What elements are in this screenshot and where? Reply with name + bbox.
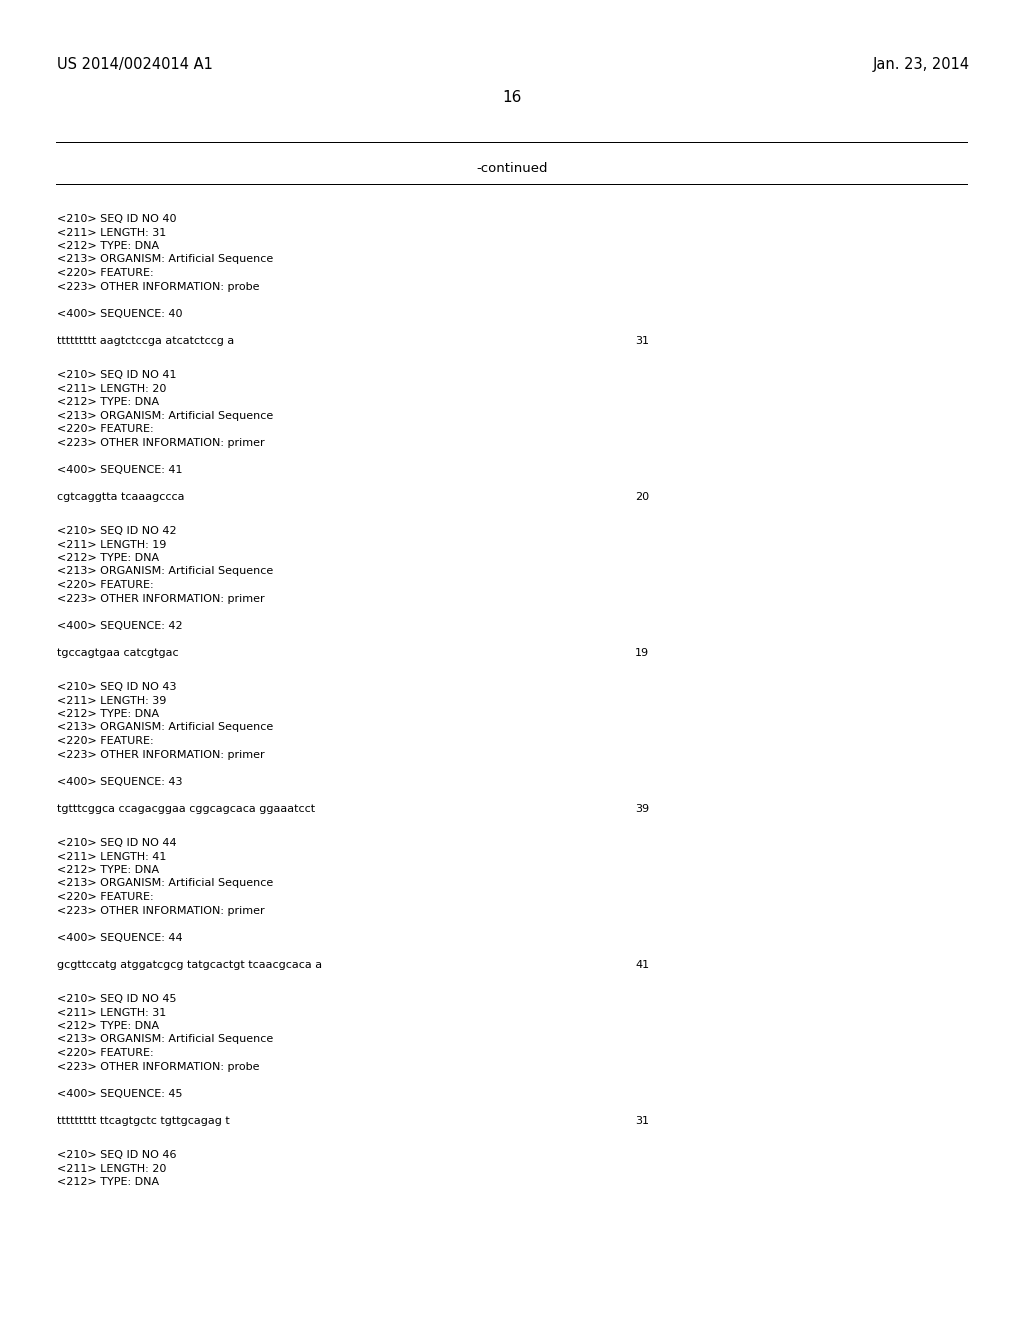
Text: <210> SEQ ID NO 41: <210> SEQ ID NO 41: [57, 370, 176, 380]
Text: <212> TYPE: DNA: <212> TYPE: DNA: [57, 865, 159, 875]
Text: gcgttccatg atggatcgcg tatgcactgt tcaacgcaca a: gcgttccatg atggatcgcg tatgcactgt tcaacgc…: [57, 961, 323, 970]
Text: <212> TYPE: DNA: <212> TYPE: DNA: [57, 553, 159, 564]
Text: <210> SEQ ID NO 45: <210> SEQ ID NO 45: [57, 994, 176, 1005]
Text: <210> SEQ ID NO 44: <210> SEQ ID NO 44: [57, 838, 176, 847]
Text: <212> TYPE: DNA: <212> TYPE: DNA: [57, 709, 159, 719]
Text: US 2014/0024014 A1: US 2014/0024014 A1: [57, 57, 213, 73]
Text: <223> OTHER INFORMATION: primer: <223> OTHER INFORMATION: primer: [57, 750, 264, 759]
Text: <223> OTHER INFORMATION: primer: <223> OTHER INFORMATION: primer: [57, 906, 264, 916]
Text: 31: 31: [635, 1117, 649, 1126]
Text: 41: 41: [635, 961, 649, 970]
Text: <400> SEQUENCE: 40: <400> SEQUENCE: 40: [57, 309, 182, 319]
Text: <211> LENGTH: 31: <211> LENGTH: 31: [57, 1007, 166, 1018]
Text: <211> LENGTH: 20: <211> LENGTH: 20: [57, 384, 166, 393]
Text: <212> TYPE: DNA: <212> TYPE: DNA: [57, 397, 159, 407]
Text: 16: 16: [503, 90, 521, 106]
Text: <213> ORGANISM: Artificial Sequence: <213> ORGANISM: Artificial Sequence: [57, 255, 273, 264]
Text: <223> OTHER INFORMATION: primer: <223> OTHER INFORMATION: primer: [57, 594, 264, 603]
Text: <213> ORGANISM: Artificial Sequence: <213> ORGANISM: Artificial Sequence: [57, 722, 273, 733]
Text: <220> FEATURE:: <220> FEATURE:: [57, 579, 154, 590]
Text: <212> TYPE: DNA: <212> TYPE: DNA: [57, 242, 159, 251]
Text: <220> FEATURE:: <220> FEATURE:: [57, 424, 154, 434]
Text: <211> LENGTH: 20: <211> LENGTH: 20: [57, 1163, 166, 1173]
Text: 20: 20: [635, 492, 649, 503]
Text: <210> SEQ ID NO 40: <210> SEQ ID NO 40: [57, 214, 176, 224]
Text: <211> LENGTH: 41: <211> LENGTH: 41: [57, 851, 166, 862]
Text: <211> LENGTH: 39: <211> LENGTH: 39: [57, 696, 166, 705]
Text: tgccagtgaa catcgtgac: tgccagtgaa catcgtgac: [57, 648, 178, 659]
Text: <210> SEQ ID NO 42: <210> SEQ ID NO 42: [57, 525, 176, 536]
Text: <400> SEQUENCE: 41: <400> SEQUENCE: 41: [57, 465, 182, 475]
Text: ttttttttt aagtctccga atcatctccg a: ttttttttt aagtctccga atcatctccg a: [57, 337, 234, 346]
Text: <220> FEATURE:: <220> FEATURE:: [57, 1048, 154, 1059]
Text: <212> TYPE: DNA: <212> TYPE: DNA: [57, 1020, 159, 1031]
Text: <211> LENGTH: 19: <211> LENGTH: 19: [57, 540, 166, 549]
Text: <212> TYPE: DNA: <212> TYPE: DNA: [57, 1177, 159, 1187]
Text: <211> LENGTH: 31: <211> LENGTH: 31: [57, 227, 166, 238]
Text: <400> SEQUENCE: 44: <400> SEQUENCE: 44: [57, 933, 182, 942]
Text: <400> SEQUENCE: 45: <400> SEQUENCE: 45: [57, 1089, 182, 1100]
Text: <210> SEQ ID NO 43: <210> SEQ ID NO 43: [57, 682, 176, 692]
Text: <220> FEATURE:: <220> FEATURE:: [57, 268, 154, 279]
Text: 19: 19: [635, 648, 649, 659]
Text: <213> ORGANISM: Artificial Sequence: <213> ORGANISM: Artificial Sequence: [57, 1035, 273, 1044]
Text: <223> OTHER INFORMATION: primer: <223> OTHER INFORMATION: primer: [57, 437, 264, 447]
Text: tgtttcggca ccagacggaa cggcagcaca ggaaatcct: tgtttcggca ccagacggaa cggcagcaca ggaaatc…: [57, 804, 315, 814]
Text: <220> FEATURE:: <220> FEATURE:: [57, 892, 154, 902]
Text: <223> OTHER INFORMATION: probe: <223> OTHER INFORMATION: probe: [57, 1061, 259, 1072]
Text: 31: 31: [635, 337, 649, 346]
Text: <220> FEATURE:: <220> FEATURE:: [57, 737, 154, 746]
Text: ttttttttt ttcagtgctc tgttgcagag t: ttttttttt ttcagtgctc tgttgcagag t: [57, 1117, 229, 1126]
Text: 39: 39: [635, 804, 649, 814]
Text: -continued: -continued: [476, 162, 548, 176]
Text: Jan. 23, 2014: Jan. 23, 2014: [872, 57, 970, 73]
Text: <213> ORGANISM: Artificial Sequence: <213> ORGANISM: Artificial Sequence: [57, 411, 273, 421]
Text: cgtcaggtta tcaaagccca: cgtcaggtta tcaaagccca: [57, 492, 184, 503]
Text: <210> SEQ ID NO 46: <210> SEQ ID NO 46: [57, 1150, 176, 1160]
Text: <400> SEQUENCE: 42: <400> SEQUENCE: 42: [57, 620, 182, 631]
Text: <400> SEQUENCE: 43: <400> SEQUENCE: 43: [57, 777, 182, 787]
Text: <213> ORGANISM: Artificial Sequence: <213> ORGANISM: Artificial Sequence: [57, 566, 273, 577]
Text: <223> OTHER INFORMATION: probe: <223> OTHER INFORMATION: probe: [57, 281, 259, 292]
Text: <213> ORGANISM: Artificial Sequence: <213> ORGANISM: Artificial Sequence: [57, 879, 273, 888]
